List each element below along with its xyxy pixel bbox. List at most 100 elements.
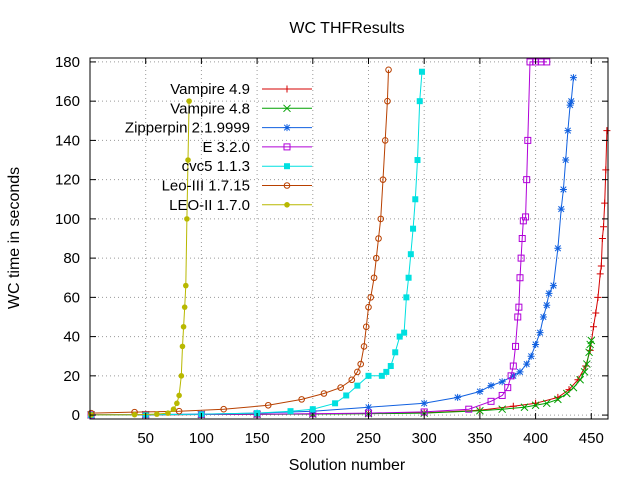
data-point <box>514 313 522 321</box>
series-line <box>91 130 608 416</box>
data-point <box>549 282 557 290</box>
data-point <box>518 235 526 242</box>
legend-marker <box>283 85 291 93</box>
data-point <box>554 244 562 252</box>
y-tick-label: 60 <box>63 289 80 306</box>
data-point <box>559 185 567 193</box>
data-point <box>498 391 506 399</box>
data-point <box>381 137 389 144</box>
data-point <box>554 395 562 404</box>
legend-marker <box>283 124 291 132</box>
data-point <box>531 401 540 410</box>
data-point <box>420 399 428 407</box>
data-point <box>542 399 551 408</box>
data-point <box>523 176 531 184</box>
data-point <box>596 270 604 278</box>
series-line <box>91 61 547 416</box>
legend-marker <box>283 104 291 113</box>
data-point <box>337 384 344 391</box>
data-point <box>186 98 192 104</box>
y-tick-label: 120 <box>55 172 80 189</box>
data-point <box>403 294 410 301</box>
data-point <box>178 373 185 379</box>
data-point <box>587 336 596 345</box>
x-axis-label: Solution number <box>289 457 406 474</box>
grid <box>90 58 608 419</box>
data-point <box>519 217 527 225</box>
plot-area <box>87 58 611 419</box>
data-point <box>370 274 378 282</box>
data-point <box>354 382 361 389</box>
data-point <box>170 406 177 412</box>
legend-marker <box>283 182 291 189</box>
data-point <box>174 400 180 407</box>
plot-frame <box>89 57 609 420</box>
data-point <box>348 376 356 384</box>
legend-label: Leo-III 1.7.15 <box>162 178 250 195</box>
legend-label: Zipperpin 2.1.9999 <box>125 120 250 137</box>
legend-label: Vampire 4.9 <box>170 81 250 98</box>
data-point <box>487 382 495 390</box>
x-tick-label: 250 <box>356 430 381 447</box>
y-tick-label: 20 <box>63 368 80 385</box>
x-tick-label: 50 <box>137 430 154 447</box>
data-point <box>566 101 574 109</box>
series-line <box>91 340 592 416</box>
data-point <box>569 74 577 82</box>
data-point <box>354 368 361 376</box>
data-point <box>387 363 394 370</box>
data-point <box>179 343 186 350</box>
data-point <box>410 225 417 232</box>
data-point <box>532 340 540 348</box>
data-point <box>597 262 605 270</box>
data-point <box>392 349 399 356</box>
series-0 <box>87 127 611 419</box>
data-point <box>383 368 390 375</box>
data-point <box>562 156 570 164</box>
y-tick-label: 0 <box>72 407 80 424</box>
data-point <box>522 213 530 221</box>
data-point <box>175 407 183 415</box>
data-point <box>569 383 578 392</box>
data-point <box>465 405 473 413</box>
data-point <box>564 127 572 135</box>
data-point <box>180 323 187 330</box>
data-point <box>185 157 191 163</box>
data-point <box>454 393 462 401</box>
data-point <box>516 274 524 282</box>
data-point <box>377 215 385 223</box>
legend-marker <box>284 163 290 170</box>
data-point <box>367 294 375 301</box>
data-point <box>412 196 419 203</box>
data-point <box>357 360 364 368</box>
data-point <box>264 401 272 409</box>
y-tick-label: 140 <box>55 132 80 149</box>
data-point <box>582 360 591 368</box>
y-tick-label: 180 <box>55 54 80 71</box>
data-point <box>414 157 421 164</box>
x-tick-label: 150 <box>245 430 270 447</box>
legend-label: cvc5 1.1.3 <box>182 158 250 175</box>
x-tick-label: 200 <box>300 430 325 447</box>
data-point <box>416 98 423 105</box>
data-point <box>567 97 575 105</box>
data-point <box>557 205 565 213</box>
data-point <box>378 372 385 379</box>
data-point <box>176 392 182 399</box>
data-point <box>418 68 425 75</box>
data-point <box>184 216 190 222</box>
data-point <box>396 333 403 340</box>
x-tick-label: 300 <box>412 430 437 447</box>
data-point <box>362 323 370 331</box>
data-point <box>385 66 392 74</box>
series-line <box>91 69 389 414</box>
y-tick-label: 100 <box>55 211 80 228</box>
data-point <box>401 329 408 336</box>
y-tick-label: 40 <box>63 329 80 346</box>
data-point <box>343 392 350 399</box>
data-point <box>504 384 512 392</box>
chart-title: WC THFResults <box>289 20 404 37</box>
data-point <box>131 411 138 418</box>
legend: Vampire 4.9 Vampire 4.8 Zipperpin 2.1.9999… <box>125 81 312 214</box>
data-point <box>507 372 515 380</box>
